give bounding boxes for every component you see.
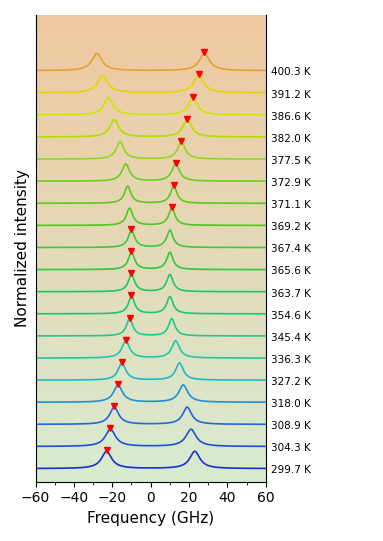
X-axis label: Frequency (GHz): Frequency (GHz) [87,511,214,526]
Y-axis label: Normalized intensity: Normalized intensity [15,169,30,327]
